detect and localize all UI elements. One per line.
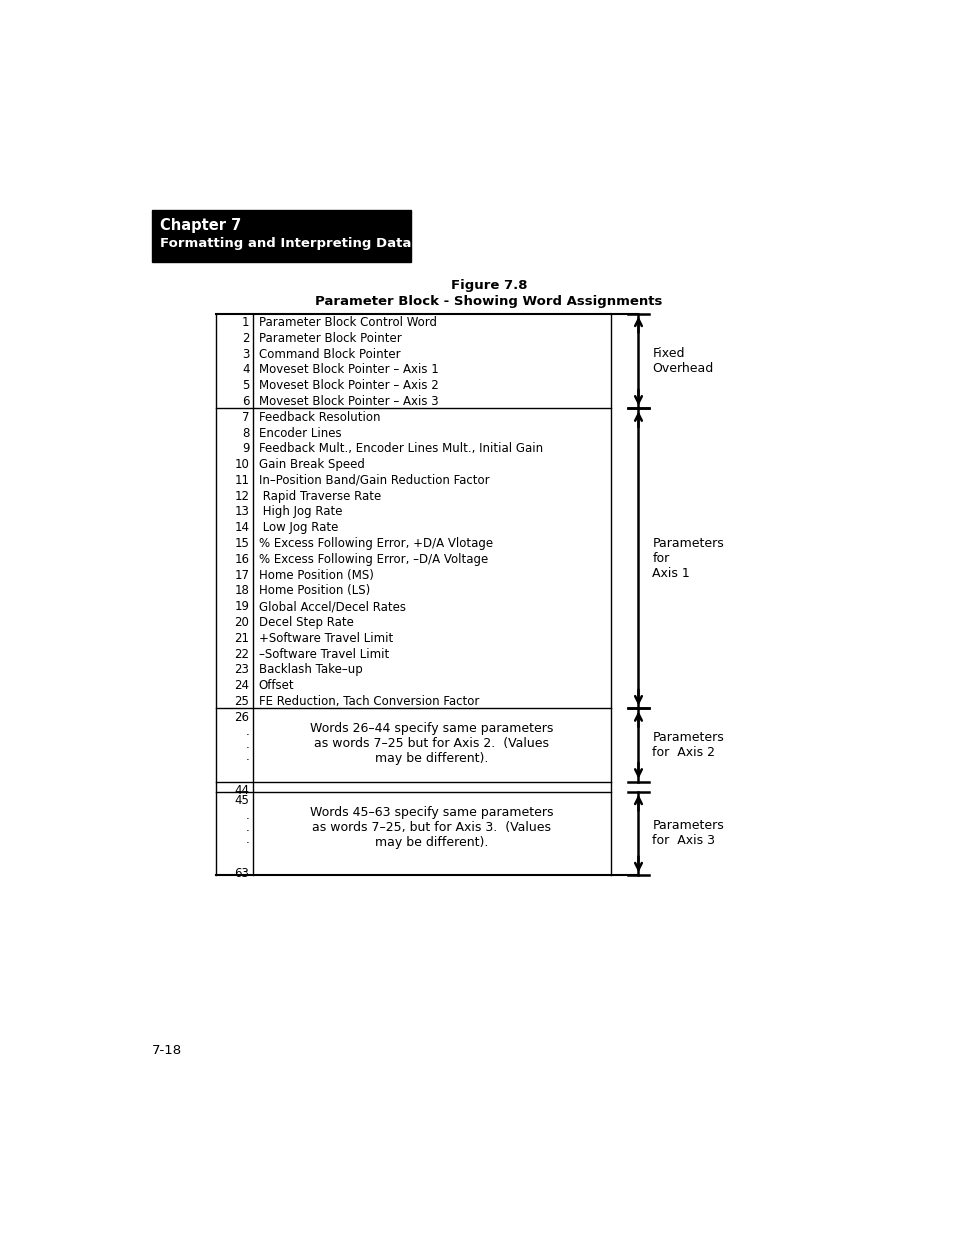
Text: 15: 15	[234, 537, 249, 550]
Text: Moveset Block Pointer – Axis 3: Moveset Block Pointer – Axis 3	[258, 395, 438, 408]
Text: Home Position (MS): Home Position (MS)	[258, 568, 374, 582]
Text: .: .	[246, 809, 249, 821]
Text: .: .	[246, 737, 249, 751]
Text: Moveset Block Pointer – Axis 2: Moveset Block Pointer – Axis 2	[258, 379, 438, 393]
Text: % Excess Following Error, –D/A Voltage: % Excess Following Error, –D/A Voltage	[258, 553, 488, 566]
Text: .: .	[246, 725, 249, 739]
Text: 63: 63	[234, 867, 249, 881]
Text: Words 26–44 specify same parameters
as words 7–25 but for Axis 2.  (Values
may b: Words 26–44 specify same parameters as w…	[310, 722, 553, 766]
Bar	[152, 210, 411, 262]
Text: .: .	[246, 821, 249, 834]
Text: In–Position Band/Gain Reduction Factor: In–Position Band/Gain Reduction Factor	[258, 474, 489, 487]
Text: 4: 4	[242, 363, 249, 377]
Text: 18: 18	[234, 584, 249, 598]
Text: 2: 2	[242, 332, 249, 345]
Text: Parameters
for  Axis 2: Parameters for Axis 2	[652, 731, 723, 760]
Text: Feedback Mult., Encoder Lines Mult., Initial Gain: Feedback Mult., Encoder Lines Mult., Ini…	[258, 442, 542, 456]
Text: Parameters
for  Axis 3: Parameters for Axis 3	[652, 820, 723, 847]
Text: Chapter 7: Chapter 7	[160, 217, 241, 232]
Text: Words 45–63 specify same parameters
as words 7–25, but for Axis 3.  (Values
may : Words 45–63 specify same parameters as w…	[310, 805, 553, 848]
Text: 13: 13	[234, 505, 249, 519]
Text: 21: 21	[234, 632, 249, 645]
Text: 23: 23	[234, 663, 249, 677]
Text: .: .	[246, 750, 249, 763]
Text: 7: 7	[242, 411, 249, 424]
Text: Feedback Resolution: Feedback Resolution	[258, 411, 380, 424]
Text: 7-18: 7-18	[152, 1044, 182, 1057]
Text: Figure 7.8: Figure 7.8	[450, 279, 527, 293]
Text: 22: 22	[234, 647, 249, 661]
Text: Gain Break Speed: Gain Break Speed	[258, 458, 364, 471]
Text: 8: 8	[242, 426, 249, 440]
Text: 10: 10	[234, 458, 249, 471]
Text: Parameter Block Pointer: Parameter Block Pointer	[258, 332, 401, 345]
Text: Moveset Block Pointer – Axis 1: Moveset Block Pointer – Axis 1	[258, 363, 438, 377]
Text: Rapid Traverse Rate: Rapid Traverse Rate	[258, 490, 380, 503]
Text: 9: 9	[242, 442, 249, 456]
Text: % Excess Following Error, +D/A Vlotage: % Excess Following Error, +D/A Vlotage	[258, 537, 493, 550]
Text: 20: 20	[234, 616, 249, 629]
Text: –Software Travel Limit: –Software Travel Limit	[258, 647, 389, 661]
Text: 3: 3	[242, 347, 249, 361]
Text: 45: 45	[234, 794, 249, 808]
Text: 5: 5	[242, 379, 249, 393]
Text: 12: 12	[234, 490, 249, 503]
Text: +Software Travel Limit: +Software Travel Limit	[258, 632, 393, 645]
Text: 14: 14	[234, 521, 249, 535]
Text: Parameters
for
Axis 1: Parameters for Axis 1	[652, 537, 723, 580]
Text: Parameter Block - Showing Word Assignments: Parameter Block - Showing Word Assignmen…	[314, 294, 662, 308]
Text: 11: 11	[234, 474, 249, 487]
Text: 25: 25	[234, 695, 249, 708]
Text: Parameter Block Control Word: Parameter Block Control Word	[258, 316, 436, 329]
Text: FE Reduction, Tach Conversion Factor: FE Reduction, Tach Conversion Factor	[258, 695, 478, 708]
Text: 19: 19	[234, 600, 249, 614]
Text: Global Accel/Decel Rates: Global Accel/Decel Rates	[258, 600, 405, 614]
Text: High Jog Rate: High Jog Rate	[258, 505, 342, 519]
Text: 1: 1	[242, 316, 249, 329]
Text: .: .	[246, 834, 249, 846]
Text: 24: 24	[234, 679, 249, 692]
Text: 26: 26	[234, 710, 249, 724]
Text: Backlash Take–up: Backlash Take–up	[258, 663, 362, 677]
Text: 44: 44	[234, 784, 249, 797]
Text: Home Position (LS): Home Position (LS)	[258, 584, 370, 598]
Text: 16: 16	[234, 553, 249, 566]
Text: 6: 6	[242, 395, 249, 408]
Text: Low Jog Rate: Low Jog Rate	[258, 521, 337, 535]
Text: Decel Step Rate: Decel Step Rate	[258, 616, 354, 629]
Text: Formatting and Interpreting Data Blocks: Formatting and Interpreting Data Blocks	[160, 237, 464, 249]
Text: Encoder Lines: Encoder Lines	[258, 426, 341, 440]
Text: Offset: Offset	[258, 679, 294, 692]
Text: 17: 17	[234, 568, 249, 582]
Text: Fixed
Overhead: Fixed Overhead	[652, 347, 713, 375]
Text: Command Block Pointer: Command Block Pointer	[258, 347, 400, 361]
